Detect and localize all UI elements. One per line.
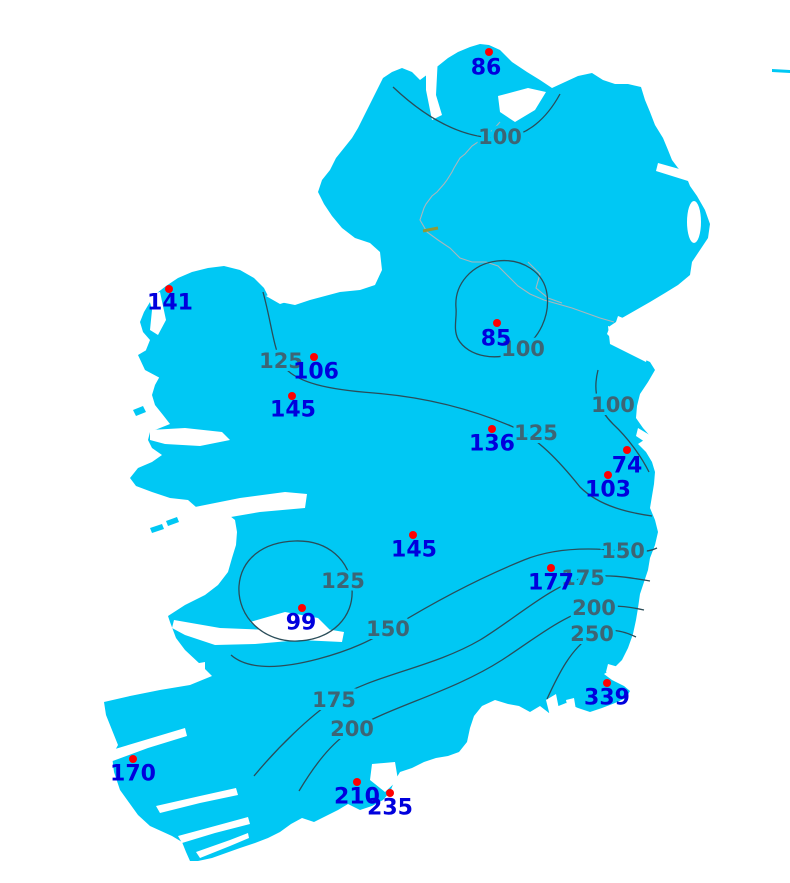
belfast-lough (656, 163, 690, 181)
contour-200 (298, 605, 645, 792)
station-value: 235 (367, 796, 413, 821)
contour-label-150: 150 (366, 617, 410, 641)
station-dot (493, 319, 501, 327)
contour-label-175: 175 (312, 688, 356, 712)
station-dot (604, 471, 612, 479)
small-islands-west (133, 406, 179, 533)
contour-label-100: 100 (478, 125, 522, 149)
donegal-bay (266, 246, 378, 304)
station-value: 210 (334, 785, 380, 810)
dundalk-bay (608, 326, 652, 362)
bantry-bay (178, 817, 250, 843)
contour-label-100: 100 (591, 393, 635, 417)
contour-label-175: 175 (561, 566, 605, 590)
station-value: 339 (584, 686, 630, 711)
contour-100-east (595, 369, 650, 473)
border-highlight-dash (422, 226, 439, 233)
station-dot (386, 789, 394, 797)
contour-125-loop-shannon (238, 540, 353, 642)
dingle-bay (105, 728, 187, 762)
station-value: 170 (110, 762, 156, 787)
contour-150 (230, 547, 658, 668)
station-value: 103 (585, 478, 631, 503)
contour-label-125: 125 (514, 421, 558, 445)
station-value: 85 (481, 327, 512, 352)
lough-swilly (426, 56, 442, 120)
contour-125-west (262, 291, 653, 517)
station-dot (409, 531, 417, 539)
contour-175 (253, 575, 651, 777)
station-value: 106 (293, 360, 339, 385)
cork-harbour (370, 762, 398, 792)
contour-100-north (392, 86, 561, 139)
borders-group (419, 121, 615, 323)
station-dot (310, 353, 318, 361)
station-dot (603, 679, 611, 687)
station-value: 74 (612, 454, 643, 479)
contour-250 (546, 629, 637, 700)
county-border (527, 261, 563, 304)
station-value: 145 (270, 398, 316, 423)
contour-label-250: 250 (570, 622, 614, 646)
achill-island (138, 345, 185, 378)
station-dot (353, 778, 361, 786)
ireland-coastline (104, 44, 710, 861)
station-dot (165, 285, 173, 293)
contour-label-200: 200 (572, 596, 616, 620)
bays-group (105, 56, 701, 858)
contour-label-150: 150 (601, 539, 645, 563)
landmass-group (104, 44, 790, 861)
tralee-bay (148, 662, 205, 680)
scotland-coast-fragment (772, 69, 790, 73)
blacksod-bay (148, 292, 166, 335)
station-value: 145 (391, 538, 437, 563)
contour-label-125: 125 (321, 569, 365, 593)
station-value: 86 (471, 56, 502, 81)
ni-border (419, 121, 615, 323)
clew-bay (150, 428, 230, 446)
station-value: 177 (528, 571, 574, 596)
station-value: 141 (147, 291, 193, 316)
contour-100-loop-north-midlands (454, 259, 549, 358)
lough-foyle (498, 88, 546, 122)
contour-label-200: 200 (330, 717, 374, 741)
galway-bay (190, 492, 307, 518)
station-value: 136 (469, 432, 515, 457)
strangford-lough (687, 201, 701, 243)
station-dot (129, 755, 137, 763)
station-dot (623, 446, 631, 454)
station-dot (547, 564, 555, 572)
dunmanus-bay (196, 833, 249, 858)
station-dot (288, 392, 296, 400)
contour-label-125: 125 (259, 349, 303, 373)
shannon-estuary (172, 612, 344, 645)
wexford-harbour (606, 664, 622, 678)
dublin-bay (636, 428, 658, 448)
station-value: 99 (286, 611, 317, 636)
waterford-harbour (546, 694, 576, 716)
contour-label-100: 100 (501, 337, 545, 361)
contours-group (230, 86, 658, 792)
station-dot (485, 48, 493, 56)
station-dot (298, 604, 306, 612)
kenmare-river (156, 788, 238, 813)
station-dot (488, 425, 496, 433)
carlingford-lough (616, 316, 648, 334)
